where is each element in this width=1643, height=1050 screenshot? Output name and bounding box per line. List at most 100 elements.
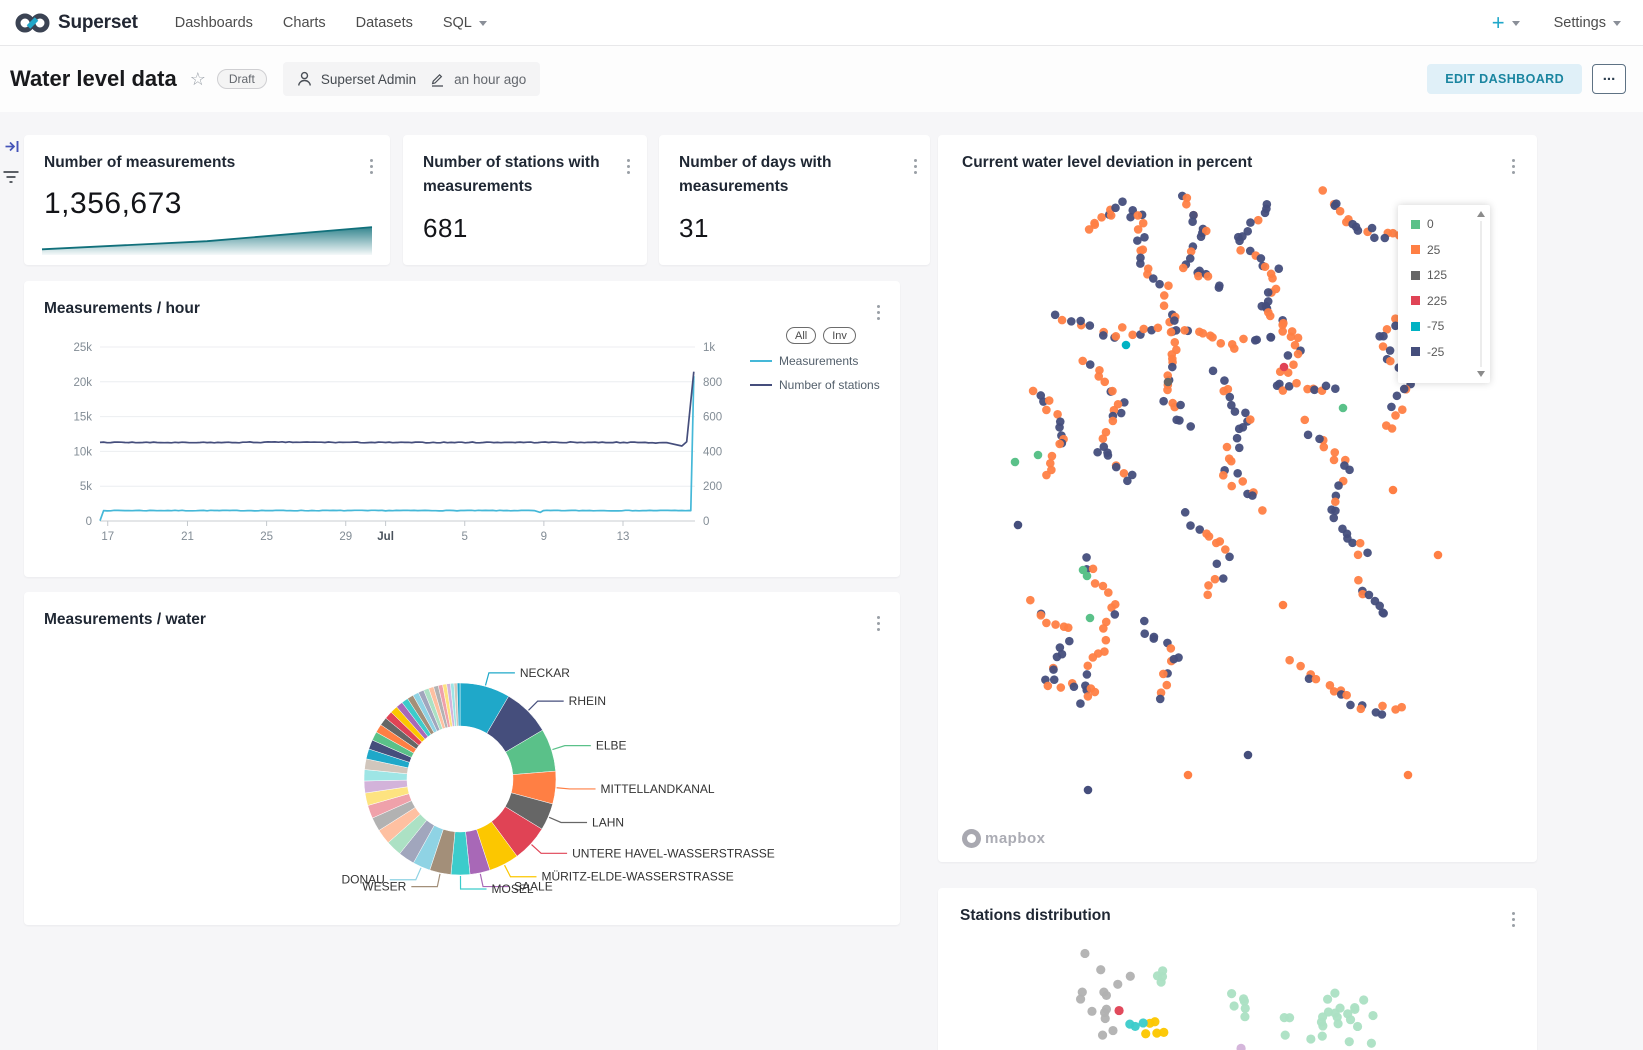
map-legend-item: -75 bbox=[1411, 319, 1476, 333]
zoom-inverse-button[interactable]: Inv bbox=[823, 327, 856, 344]
svg-text:5: 5 bbox=[462, 531, 468, 543]
chart-menu-kebab-icon[interactable] bbox=[1510, 907, 1518, 932]
legend-color-swatch bbox=[1411, 219, 1420, 229]
stations-scatter-map-canvas[interactable] bbox=[938, 888, 1537, 1050]
mapbox-icon bbox=[962, 829, 981, 848]
chart-menu-kebab-icon[interactable] bbox=[625, 154, 633, 179]
map-legend-item: 0 bbox=[1411, 217, 1476, 231]
donut-chart-canvas: NECKAR RHEIN ELBE MITTELLANDKANAL LAHN UNTERE… bbox=[341, 666, 774, 896]
legend-value-label: 25 bbox=[1427, 242, 1441, 257]
scroll-down-icon[interactable] bbox=[1477, 371, 1485, 377]
plus-icon: + bbox=[1491, 9, 1505, 35]
nav-item-datasets[interactable]: Datasets bbox=[355, 14, 413, 31]
svg-text:200: 200 bbox=[703, 481, 722, 493]
svg-text:29: 29 bbox=[339, 531, 352, 543]
legend-color-swatch bbox=[1411, 347, 1420, 356]
edit-dashboard-button[interactable]: EDIT DASHBOARD bbox=[1427, 64, 1582, 94]
legend-value-label: -75 bbox=[1427, 319, 1445, 333]
expand-filter-bar-icon[interactable] bbox=[4, 138, 21, 155]
legend-value-label: -25 bbox=[1427, 344, 1445, 359]
line-chart-canvas: 0 0 5k 200 10k 400 15k 600 20k 800 25k 1k 17 21 25 29 Ju… bbox=[73, 342, 722, 543]
legend-label: Measurements bbox=[779, 354, 859, 368]
legend-scrollbar bbox=[1476, 209, 1487, 379]
svg-text:MITTELLANDKANAL: MITTELLANDKANAL bbox=[601, 782, 715, 796]
svg-text:13: 13 bbox=[617, 531, 630, 543]
kpi-card-number-of-measurements: Number of measurements 1,356,673 bbox=[24, 135, 390, 265]
owner-name: Superset Admin bbox=[320, 71, 417, 87]
svg-text:400: 400 bbox=[703, 446, 722, 458]
legend-color-swatch bbox=[1411, 245, 1420, 254]
chart-title: Current water level deviation in percent bbox=[962, 154, 1253, 171]
map-legend-item: -25 bbox=[1411, 345, 1476, 359]
legend-item[interactable]: Measurements bbox=[750, 354, 882, 368]
header-actions: EDIT DASHBOARD ... bbox=[1427, 64, 1626, 94]
svg-text:600: 600 bbox=[703, 412, 722, 424]
svg-text:NECKAR: NECKAR bbox=[520, 666, 570, 680]
svg-text:LAHN: LAHN bbox=[592, 815, 624, 829]
measurements-per-water-panel: Measurements / water NECKAR RHEIN ELBE MITT… bbox=[24, 592, 900, 925]
legend-color-swatch bbox=[1411, 321, 1420, 331]
chart-title: Number of days with measurements bbox=[679, 154, 832, 196]
legend-value-label: 125 bbox=[1427, 268, 1448, 282]
stations-distribution-panel: Stations distribution bbox=[938, 888, 1537, 1050]
chart-menu-kebab-icon[interactable] bbox=[368, 154, 376, 179]
owner-chip: Superset Admin an hour ago bbox=[282, 62, 541, 96]
svg-text:20k: 20k bbox=[73, 377, 92, 389]
new-item-button[interactable]: + bbox=[1491, 9, 1520, 35]
kpi-card-stations-with-measurements: Number of stations with measurements 681 bbox=[403, 135, 647, 265]
legend-value-label: 225 bbox=[1427, 293, 1448, 308]
svg-text:MOSEL: MOSEL bbox=[492, 882, 534, 896]
nav-item-dashboards[interactable]: Dashboards bbox=[174, 14, 253, 31]
kpi-value: 681 bbox=[423, 213, 468, 243]
favorite-star-icon[interactable]: ☆ bbox=[189, 68, 206, 89]
legend-line-swatch bbox=[750, 360, 772, 362]
map-legend-item: 125 bbox=[1411, 268, 1476, 282]
svg-text:DONAU: DONAU bbox=[341, 873, 384, 887]
svg-text:5k: 5k bbox=[80, 481, 92, 493]
nav-item-sql[interactable]: SQL bbox=[443, 15, 487, 31]
chart-title: Number of measurements bbox=[44, 154, 236, 171]
filters-icon[interactable] bbox=[2, 170, 20, 184]
superset-logo-icon bbox=[15, 13, 50, 32]
svg-text:25k: 25k bbox=[73, 342, 92, 354]
zoom-all-button[interactable]: All bbox=[786, 327, 817, 344]
chart-menu-kebab-icon[interactable] bbox=[875, 611, 883, 636]
dashboard-header: Water level data ☆ Draft Superset Admin … bbox=[0, 46, 1643, 112]
legend-label: Number of stations bbox=[779, 378, 880, 392]
chevron-down-icon bbox=[478, 21, 487, 26]
chart-title: Stations distribution bbox=[960, 907, 1111, 924]
chart-menu-kebab-icon[interactable] bbox=[1510, 154, 1518, 179]
chart-menu-kebab-icon[interactable] bbox=[875, 300, 883, 325]
top-navbar: Superset Dashboards Charts Datasets SQL … bbox=[0, 0, 1643, 46]
svg-text:21: 21 bbox=[181, 531, 194, 543]
superset-brand[interactable]: Superset bbox=[14, 11, 138, 35]
svg-text:25: 25 bbox=[260, 531, 273, 543]
svg-text:MÜRITZ-ELDE-WASSERSTRASSE: MÜRITZ-ELDE-WASSERSTRASSE bbox=[541, 870, 733, 884]
scroll-up-icon[interactable] bbox=[1477, 211, 1485, 217]
last-modified-text: an hour ago bbox=[454, 71, 527, 87]
settings-menu[interactable]: Settings bbox=[1554, 15, 1621, 31]
chevron-down-icon bbox=[1511, 21, 1520, 26]
legend-line-swatch bbox=[750, 384, 772, 386]
svg-text:800: 800 bbox=[703, 377, 722, 389]
svg-text:17: 17 bbox=[101, 531, 114, 543]
map-legend: 0 25 125 225 -75 -25 bbox=[1398, 205, 1490, 383]
more-options-button[interactable]: ... bbox=[1592, 64, 1626, 94]
map-legend-item: 225 bbox=[1411, 294, 1476, 308]
map-legend-item: 25 bbox=[1411, 243, 1476, 257]
edit-pencil-icon[interactable] bbox=[430, 71, 445, 87]
legend-item[interactable]: Number of stations bbox=[750, 378, 882, 392]
svg-text:ELBE: ELBE bbox=[596, 739, 627, 753]
status-badge: Draft bbox=[216, 69, 267, 89]
svg-text:Jul: Jul bbox=[377, 531, 394, 543]
mapbox-attribution[interactable]: mapbox bbox=[962, 829, 1046, 848]
legend-value-label: 0 bbox=[1427, 217, 1434, 231]
chevron-down-icon bbox=[1613, 21, 1621, 26]
chart-menu-kebab-icon[interactable] bbox=[912, 154, 920, 179]
user-icon bbox=[297, 71, 311, 86]
svg-text:9: 9 bbox=[541, 531, 547, 543]
navbar-right: + Settings bbox=[1491, 9, 1643, 35]
nav-item-charts[interactable]: Charts bbox=[282, 14, 326, 31]
kpi-trendline-sparkline bbox=[41, 226, 373, 255]
